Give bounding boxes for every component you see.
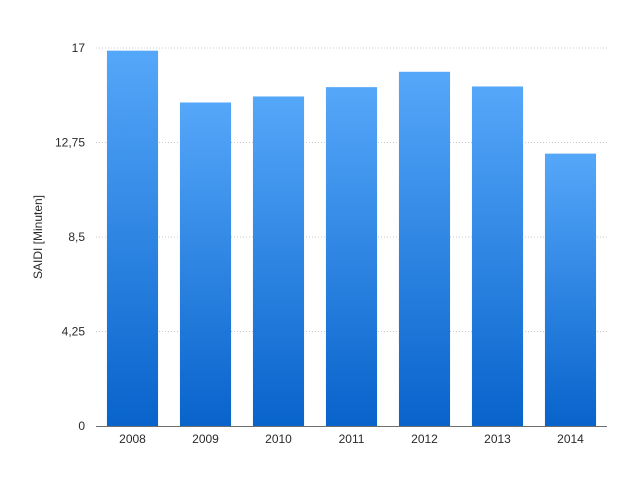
x-tick-label: 2011: [339, 432, 365, 446]
y-tick-label: 4,25: [62, 325, 86, 339]
x-tick-label: 2013: [484, 432, 511, 446]
x-tick-label: 2012: [411, 432, 438, 446]
bar-2008: [106, 50, 159, 426]
bars: [106, 50, 597, 427]
x-axis-ticks: 2008 2009 2010 2011 2012 2013 2014: [119, 432, 584, 446]
bar-2012: [398, 71, 451, 427]
y-tick-label: 12,75: [55, 136, 85, 150]
x-tick-label: 2009: [192, 432, 219, 446]
y-tick-label: 8,5: [68, 230, 85, 244]
bar-2009: [179, 102, 232, 426]
x-tick-label: 2008: [119, 432, 146, 446]
y-axis-ticks: 0 4,25 8,5 12,75 17: [55, 41, 85, 433]
x-tick-label: 2010: [265, 432, 292, 446]
x-tick-label: 2014: [557, 432, 584, 446]
bar-2013: [471, 86, 524, 427]
bar-2011: [325, 87, 378, 426]
y-tick-label: 17: [72, 41, 86, 55]
bar-2014: [544, 153, 597, 426]
y-tick-label: 0: [78, 419, 85, 433]
bar-2010: [252, 96, 305, 427]
y-axis-title: SAIDI [Minuten]: [31, 195, 45, 279]
